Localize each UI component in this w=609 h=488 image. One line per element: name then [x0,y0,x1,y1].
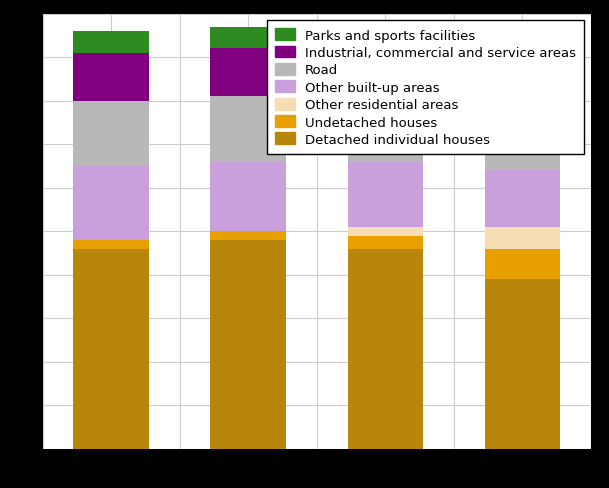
Bar [211,241,286,449]
Bar [211,97,286,163]
Bar [74,241,149,249]
Bar [348,227,423,236]
Bar [485,249,560,280]
Bar [74,54,149,102]
Bar [74,167,149,241]
Bar [74,32,149,54]
Bar [485,54,560,110]
Bar [211,28,286,49]
Bar [348,49,423,97]
Bar [211,49,286,97]
Bar [348,97,423,163]
Legend: Parks and sports facilities, Industrial, commercial and service areas, Road, Oth: Parks and sports facilities, Industrial,… [267,21,584,155]
Bar [348,163,423,227]
Bar [485,227,560,249]
Bar [348,236,423,249]
Bar [348,28,423,49]
Bar [74,102,149,167]
Bar [211,232,286,241]
Bar [485,280,560,449]
Bar [485,32,560,54]
Bar [485,110,560,171]
Bar [211,163,286,232]
Bar [348,249,423,449]
Bar [485,171,560,227]
Bar [74,249,149,449]
